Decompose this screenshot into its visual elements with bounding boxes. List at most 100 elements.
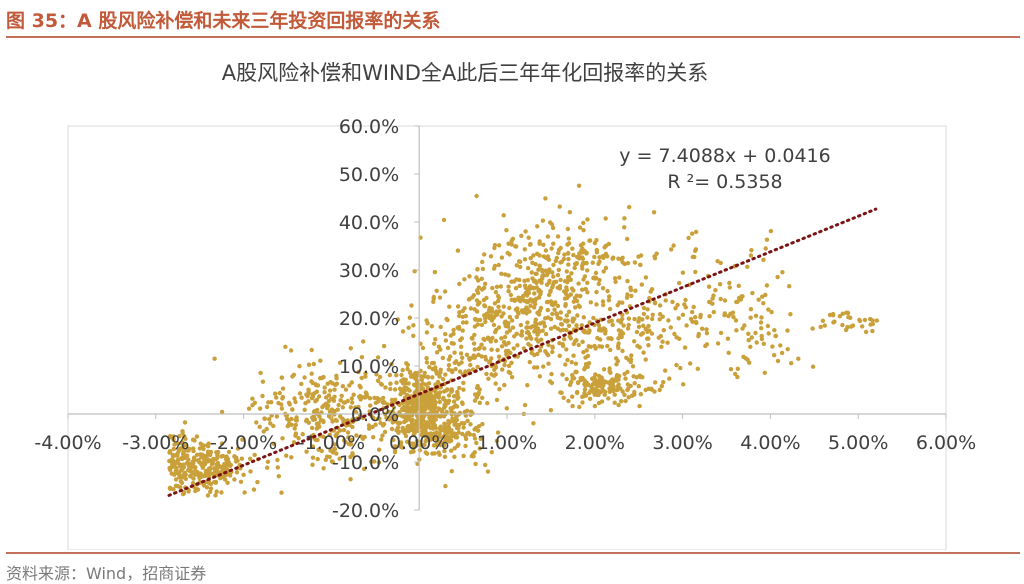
data-point	[388, 386, 393, 392]
data-point	[407, 399, 413, 405]
data-point	[616, 382, 621, 387]
chart-area: A股风险补偿和WIND全A此后三年年化回报率的关系 -4.00% -3.00% -2…	[0, 40, 1024, 550]
data-point	[346, 435, 351, 440]
data-point	[550, 344, 555, 349]
data-point	[300, 432, 305, 437]
data-point	[582, 387, 588, 392]
data-point	[557, 341, 562, 346]
data-point	[421, 430, 426, 435]
data-point	[601, 302, 606, 308]
data-point	[718, 296, 723, 302]
data-point	[460, 355, 465, 360]
data-point	[383, 385, 388, 390]
data-point	[592, 403, 598, 409]
data-point	[349, 380, 354, 385]
data-point	[615, 303, 620, 308]
data-point	[623, 376, 628, 381]
data-point	[360, 436, 366, 441]
data-point	[558, 321, 564, 327]
data-point	[516, 295, 521, 300]
data-point	[758, 320, 764, 325]
data-point	[693, 319, 699, 325]
data-point	[650, 312, 655, 317]
data-point	[436, 450, 441, 455]
data-point	[693, 247, 699, 252]
data-point	[640, 375, 645, 380]
data-point	[674, 362, 679, 368]
data-point	[684, 323, 689, 328]
data-point	[596, 281, 601, 287]
data-point	[616, 341, 621, 346]
y-tick-label: 10.0%	[339, 356, 399, 378]
data-point	[437, 374, 442, 379]
scatter-chart: A股风险补偿和WIND全A此后三年年化回报率的关系 -4.00% -3.00% -2…	[34, 61, 976, 550]
data-point	[306, 389, 311, 394]
data-point	[552, 307, 557, 312]
data-point	[493, 381, 498, 386]
data-point	[584, 348, 589, 353]
data-point	[762, 370, 767, 375]
data-point	[581, 220, 586, 226]
data-point	[533, 262, 538, 267]
data-point	[550, 349, 555, 355]
data-point	[619, 329, 624, 334]
data-point	[625, 326, 631, 331]
data-point	[222, 462, 227, 467]
data-point	[180, 430, 185, 436]
data-point	[485, 335, 491, 340]
data-point	[843, 327, 849, 333]
data-point	[425, 374, 431, 380]
data-point	[518, 264, 523, 270]
data-point	[788, 312, 793, 317]
data-point	[184, 460, 190, 466]
data-point	[187, 446, 192, 451]
data-point	[432, 435, 437, 440]
data-point	[314, 426, 319, 431]
data-point	[525, 265, 531, 271]
data-point	[185, 453, 190, 458]
data-point	[502, 334, 508, 340]
data-point	[515, 306, 520, 311]
data-point	[257, 406, 263, 411]
data-point	[289, 416, 294, 422]
data-point	[394, 373, 399, 378]
data-point	[874, 318, 879, 323]
data-point	[579, 323, 584, 328]
data-point	[457, 310, 462, 315]
data-point	[546, 292, 552, 298]
data-point	[711, 309, 716, 315]
data-point	[632, 389, 637, 395]
data-point	[191, 446, 196, 451]
data-point	[472, 436, 478, 441]
data-point	[443, 331, 448, 337]
data-point	[554, 311, 559, 316]
data-point	[414, 407, 419, 413]
data-point	[627, 204, 632, 210]
data-point	[725, 336, 731, 341]
data-point	[688, 316, 694, 322]
data-point	[446, 363, 452, 368]
data-point	[669, 247, 674, 252]
data-point	[574, 293, 579, 298]
data-point	[480, 421, 485, 427]
data-point	[399, 372, 404, 378]
data-point	[576, 342, 581, 348]
data-point	[577, 404, 582, 410]
data-point	[180, 456, 185, 462]
data-point	[456, 430, 461, 435]
data-point	[403, 433, 409, 439]
data-point	[424, 318, 429, 323]
data-point	[559, 390, 564, 395]
data-point	[474, 385, 480, 390]
data-point	[537, 374, 542, 379]
data-point	[292, 426, 297, 431]
data-point	[316, 394, 322, 399]
data-point	[289, 455, 294, 460]
data-point	[585, 353, 591, 359]
data-point	[493, 338, 499, 344]
tick-labels: -4.00% -3.00% -2.00% -1.00% 0.00% 1.00% 2.00% 3…	[34, 116, 976, 522]
data-point	[748, 253, 754, 258]
data-point	[169, 471, 174, 476]
data-point	[414, 404, 420, 409]
data-point	[545, 269, 550, 274]
